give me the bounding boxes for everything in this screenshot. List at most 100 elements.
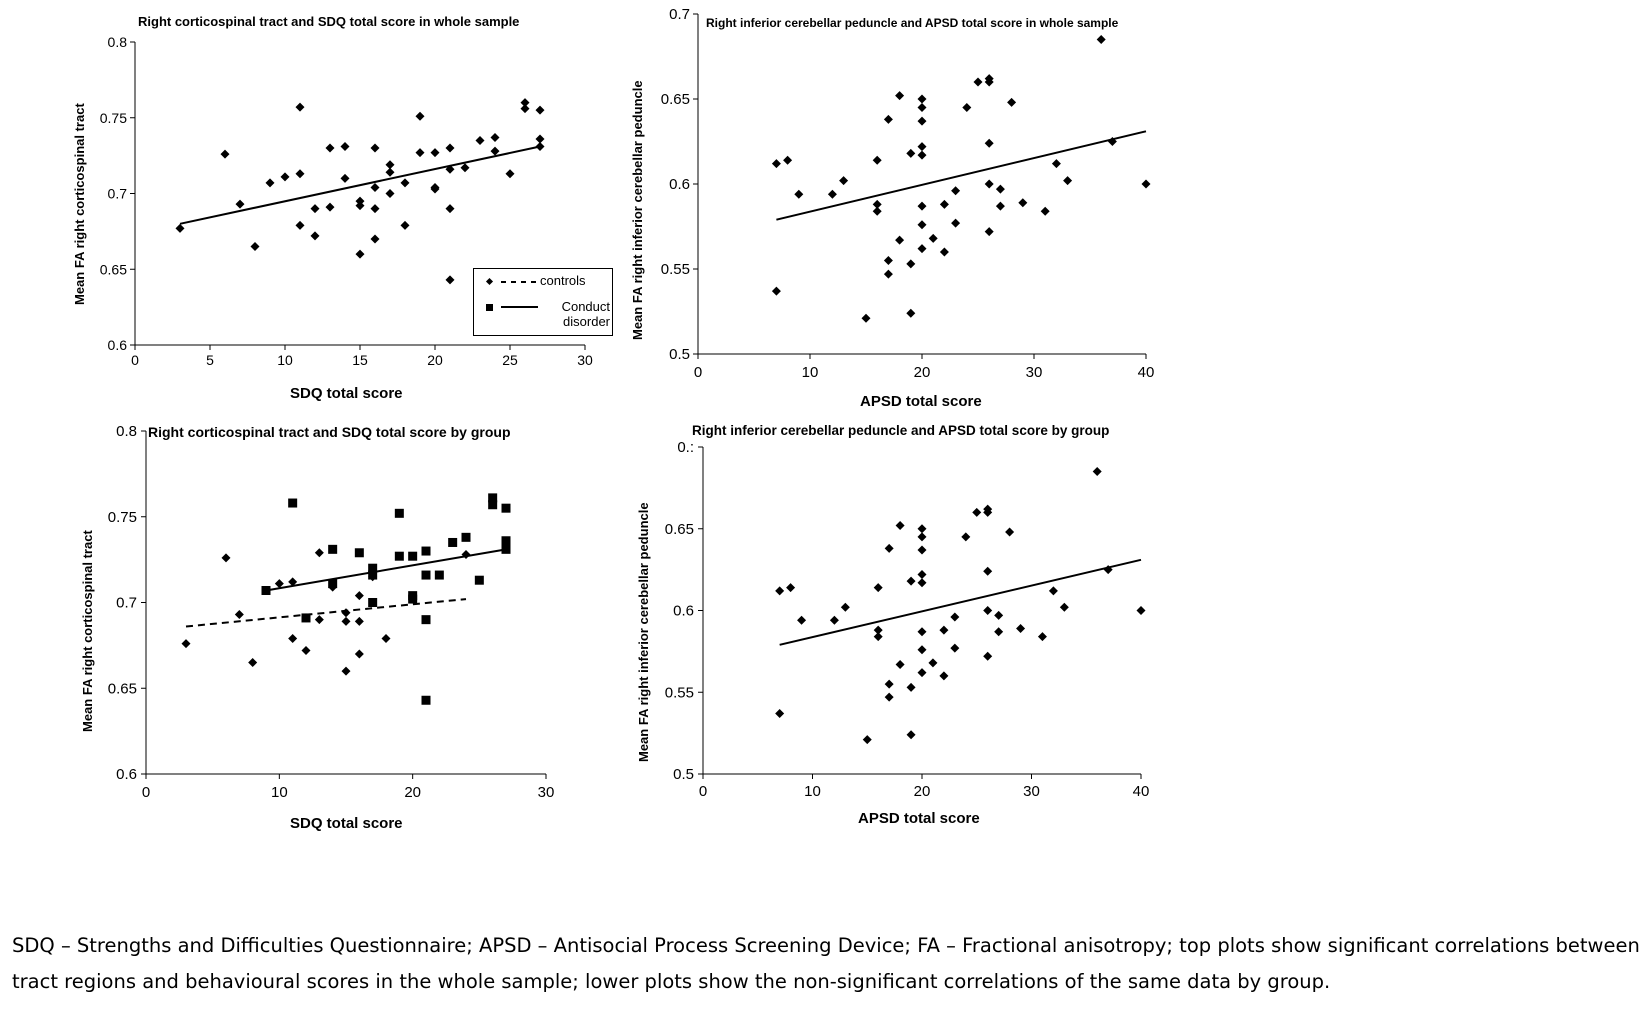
data-point-diamond	[400, 178, 410, 188]
y-tick-label: 0.6	[673, 603, 694, 620]
data-point-square	[354, 548, 364, 558]
data-point-diamond	[314, 548, 324, 558]
x-tick-label: 20	[914, 364, 931, 381]
data-point-diamond	[827, 189, 837, 199]
data-point-diamond	[354, 591, 364, 601]
data-point-diamond	[917, 201, 927, 211]
data-point-diamond	[370, 143, 380, 153]
y-tick-label: 0.7	[116, 595, 137, 612]
data-point-diamond	[370, 234, 380, 244]
data-point-square	[448, 537, 458, 547]
data-point-diamond	[490, 146, 500, 156]
data-point-diamond	[535, 142, 545, 152]
data-point-diamond	[783, 155, 793, 165]
y-tick-label: 0.65	[665, 521, 694, 538]
data-point-square	[474, 575, 484, 585]
data-point-diamond	[175, 223, 185, 233]
y-tick-label: 0.6	[669, 176, 690, 193]
data-point-diamond	[1007, 97, 1017, 107]
x-tick-label: 5	[206, 352, 214, 368]
data-point-diamond	[951, 218, 961, 228]
chart-title: Right corticospinal tract and SDQ total …	[148, 424, 511, 440]
x-axis-label: APSD total score	[858, 810, 980, 827]
data-point-square	[434, 570, 444, 580]
data-point-diamond	[939, 625, 949, 635]
data-point-diamond	[248, 658, 258, 668]
data-point-diamond	[883, 114, 893, 124]
data-point-square	[421, 615, 431, 625]
data-point-diamond	[385, 160, 395, 170]
legend-symbols	[485, 277, 538, 311]
data-point-diamond	[181, 639, 191, 649]
data-point-diamond	[829, 615, 839, 625]
data-point-diamond	[341, 608, 351, 618]
figure-caption: SDQ – Strengths and Difficulties Questio…	[12, 934, 1640, 993]
x-axis-label: SDQ total score	[290, 385, 403, 402]
data-point-diamond	[906, 730, 916, 740]
legend: controls Conduct disorder	[473, 268, 613, 336]
data-point-square	[501, 503, 511, 513]
data-point-diamond	[1040, 206, 1050, 216]
data-point-diamond	[385, 189, 395, 198]
data-point-diamond	[310, 204, 320, 214]
data-point-diamond	[301, 646, 311, 656]
data-point-diamond	[381, 634, 391, 644]
data-point-square	[261, 585, 271, 595]
data-point-diamond	[445, 204, 455, 214]
data-point-square	[488, 493, 498, 503]
y-tick-label: 0.75	[108, 509, 137, 526]
data-point-diamond	[917, 94, 927, 104]
data-point-diamond	[994, 610, 1004, 620]
data-point-diamond	[917, 220, 927, 230]
data-point-square	[368, 570, 378, 580]
data-point-diamond	[400, 220, 410, 230]
data-point-diamond	[415, 148, 425, 158]
data-point-diamond	[973, 77, 983, 87]
data-point-diamond	[872, 199, 882, 209]
data-point-diamond	[1107, 137, 1117, 146]
data-point-diamond	[265, 178, 275, 188]
data-point-diamond	[984, 227, 994, 237]
data-point-diamond	[972, 507, 982, 517]
data-point-diamond	[341, 666, 351, 676]
x-tick-label: 0	[694, 364, 702, 381]
data-point-diamond	[314, 615, 324, 625]
data-point-diamond	[1037, 632, 1047, 642]
data-point-diamond	[1048, 586, 1058, 596]
data-point-diamond	[340, 173, 350, 183]
x-axis-label: SDQ total score	[290, 815, 403, 832]
data-point-diamond	[288, 634, 298, 644]
data-point-diamond	[862, 735, 872, 745]
data-point-diamond	[220, 149, 230, 159]
x-tick-label: 20	[427, 352, 443, 368]
y-tick-label: 0.6	[108, 337, 128, 353]
y-tick-label: 0.5	[673, 766, 694, 783]
data-point-diamond	[873, 625, 883, 635]
data-point-diamond	[928, 658, 938, 668]
fit-line-solid	[779, 558, 1142, 646]
data-point-diamond	[310, 231, 320, 241]
data-point-diamond	[370, 182, 380, 192]
data-point-diamond	[775, 709, 785, 719]
data-point-diamond	[895, 235, 905, 245]
data-point-diamond	[895, 520, 905, 530]
fit-line-solid	[776, 130, 1147, 221]
data-point-diamond	[295, 220, 305, 230]
data-point-diamond	[984, 77, 994, 87]
data-point-diamond	[325, 202, 335, 212]
data-point-diamond	[234, 610, 244, 620]
x-tick-label: 30	[1026, 364, 1043, 381]
data-point-diamond	[775, 586, 785, 596]
data-point-diamond	[917, 142, 927, 152]
x-tick-label: 0	[142, 784, 150, 801]
data-point-square	[461, 532, 471, 542]
x-tick-label: 0	[699, 783, 707, 800]
data-point-diamond	[235, 199, 245, 209]
data-point-diamond	[295, 169, 305, 179]
data-point-diamond	[983, 606, 993, 615]
data-point-diamond	[295, 102, 305, 112]
data-point-diamond	[906, 259, 916, 269]
data-point-diamond	[873, 583, 883, 593]
data-point-diamond	[939, 199, 949, 209]
data-point-diamond	[995, 201, 1005, 211]
